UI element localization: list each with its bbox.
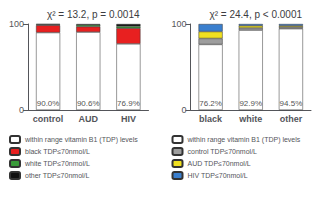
svg-text:HIV: HIV [121,114,136,124]
svg-text:92.9%: 92.9% [239,99,262,108]
svg-text:white TDP≤70nmol/L: white TDP≤70nmol/L [24,160,90,167]
svg-text:white: white [238,114,262,124]
svg-text:black TDP≤70nmol/L: black TDP≤70nmol/L [25,148,90,155]
svg-text:76.2%: 76.2% [199,99,222,108]
svg-text:90.0%: 90.0% [37,99,60,108]
svg-text:other: other [280,114,303,124]
svg-text:within range vitamin B1 (TDP): within range vitamin B1 (TDP) levels [24,136,138,144]
svg-text:100: 100 [171,19,186,29]
svg-text:AUD TDP≤70nmol/L: AUD TDP≤70nmol/L [188,160,251,167]
svg-text:black: black [199,114,223,124]
svg-text:76.9%: 76.9% [117,99,140,108]
svg-text:0: 0 [19,105,24,115]
svg-text:100: 100 [9,19,24,29]
svg-text:0: 0 [181,105,186,115]
svg-text:within range vitamin B1 (TDP): within range vitamin B1 (TDP) levels [187,136,301,144]
svg-text:other TDP≤70nmol/L: other TDP≤70nmol/L [25,172,90,179]
svg-text:94.5%: 94.5% [280,99,303,108]
svg-text:control: control [33,114,64,124]
svg-text:χ² = 13.2, p = 0.0014: χ² = 13.2, p = 0.0014 [47,9,140,20]
svg-text:control TDP≤70nmol/L: control TDP≤70nmol/L [188,148,258,155]
svg-text:90.6%: 90.6% [77,99,100,108]
svg-text:HIV TDP≤70nmol/L: HIV TDP≤70nmol/L [188,172,248,179]
svg-text:χ² = 24.4, p < 0.0001: χ² = 24.4, p < 0.0001 [209,9,302,20]
svg-text:AUD: AUD [79,114,99,124]
